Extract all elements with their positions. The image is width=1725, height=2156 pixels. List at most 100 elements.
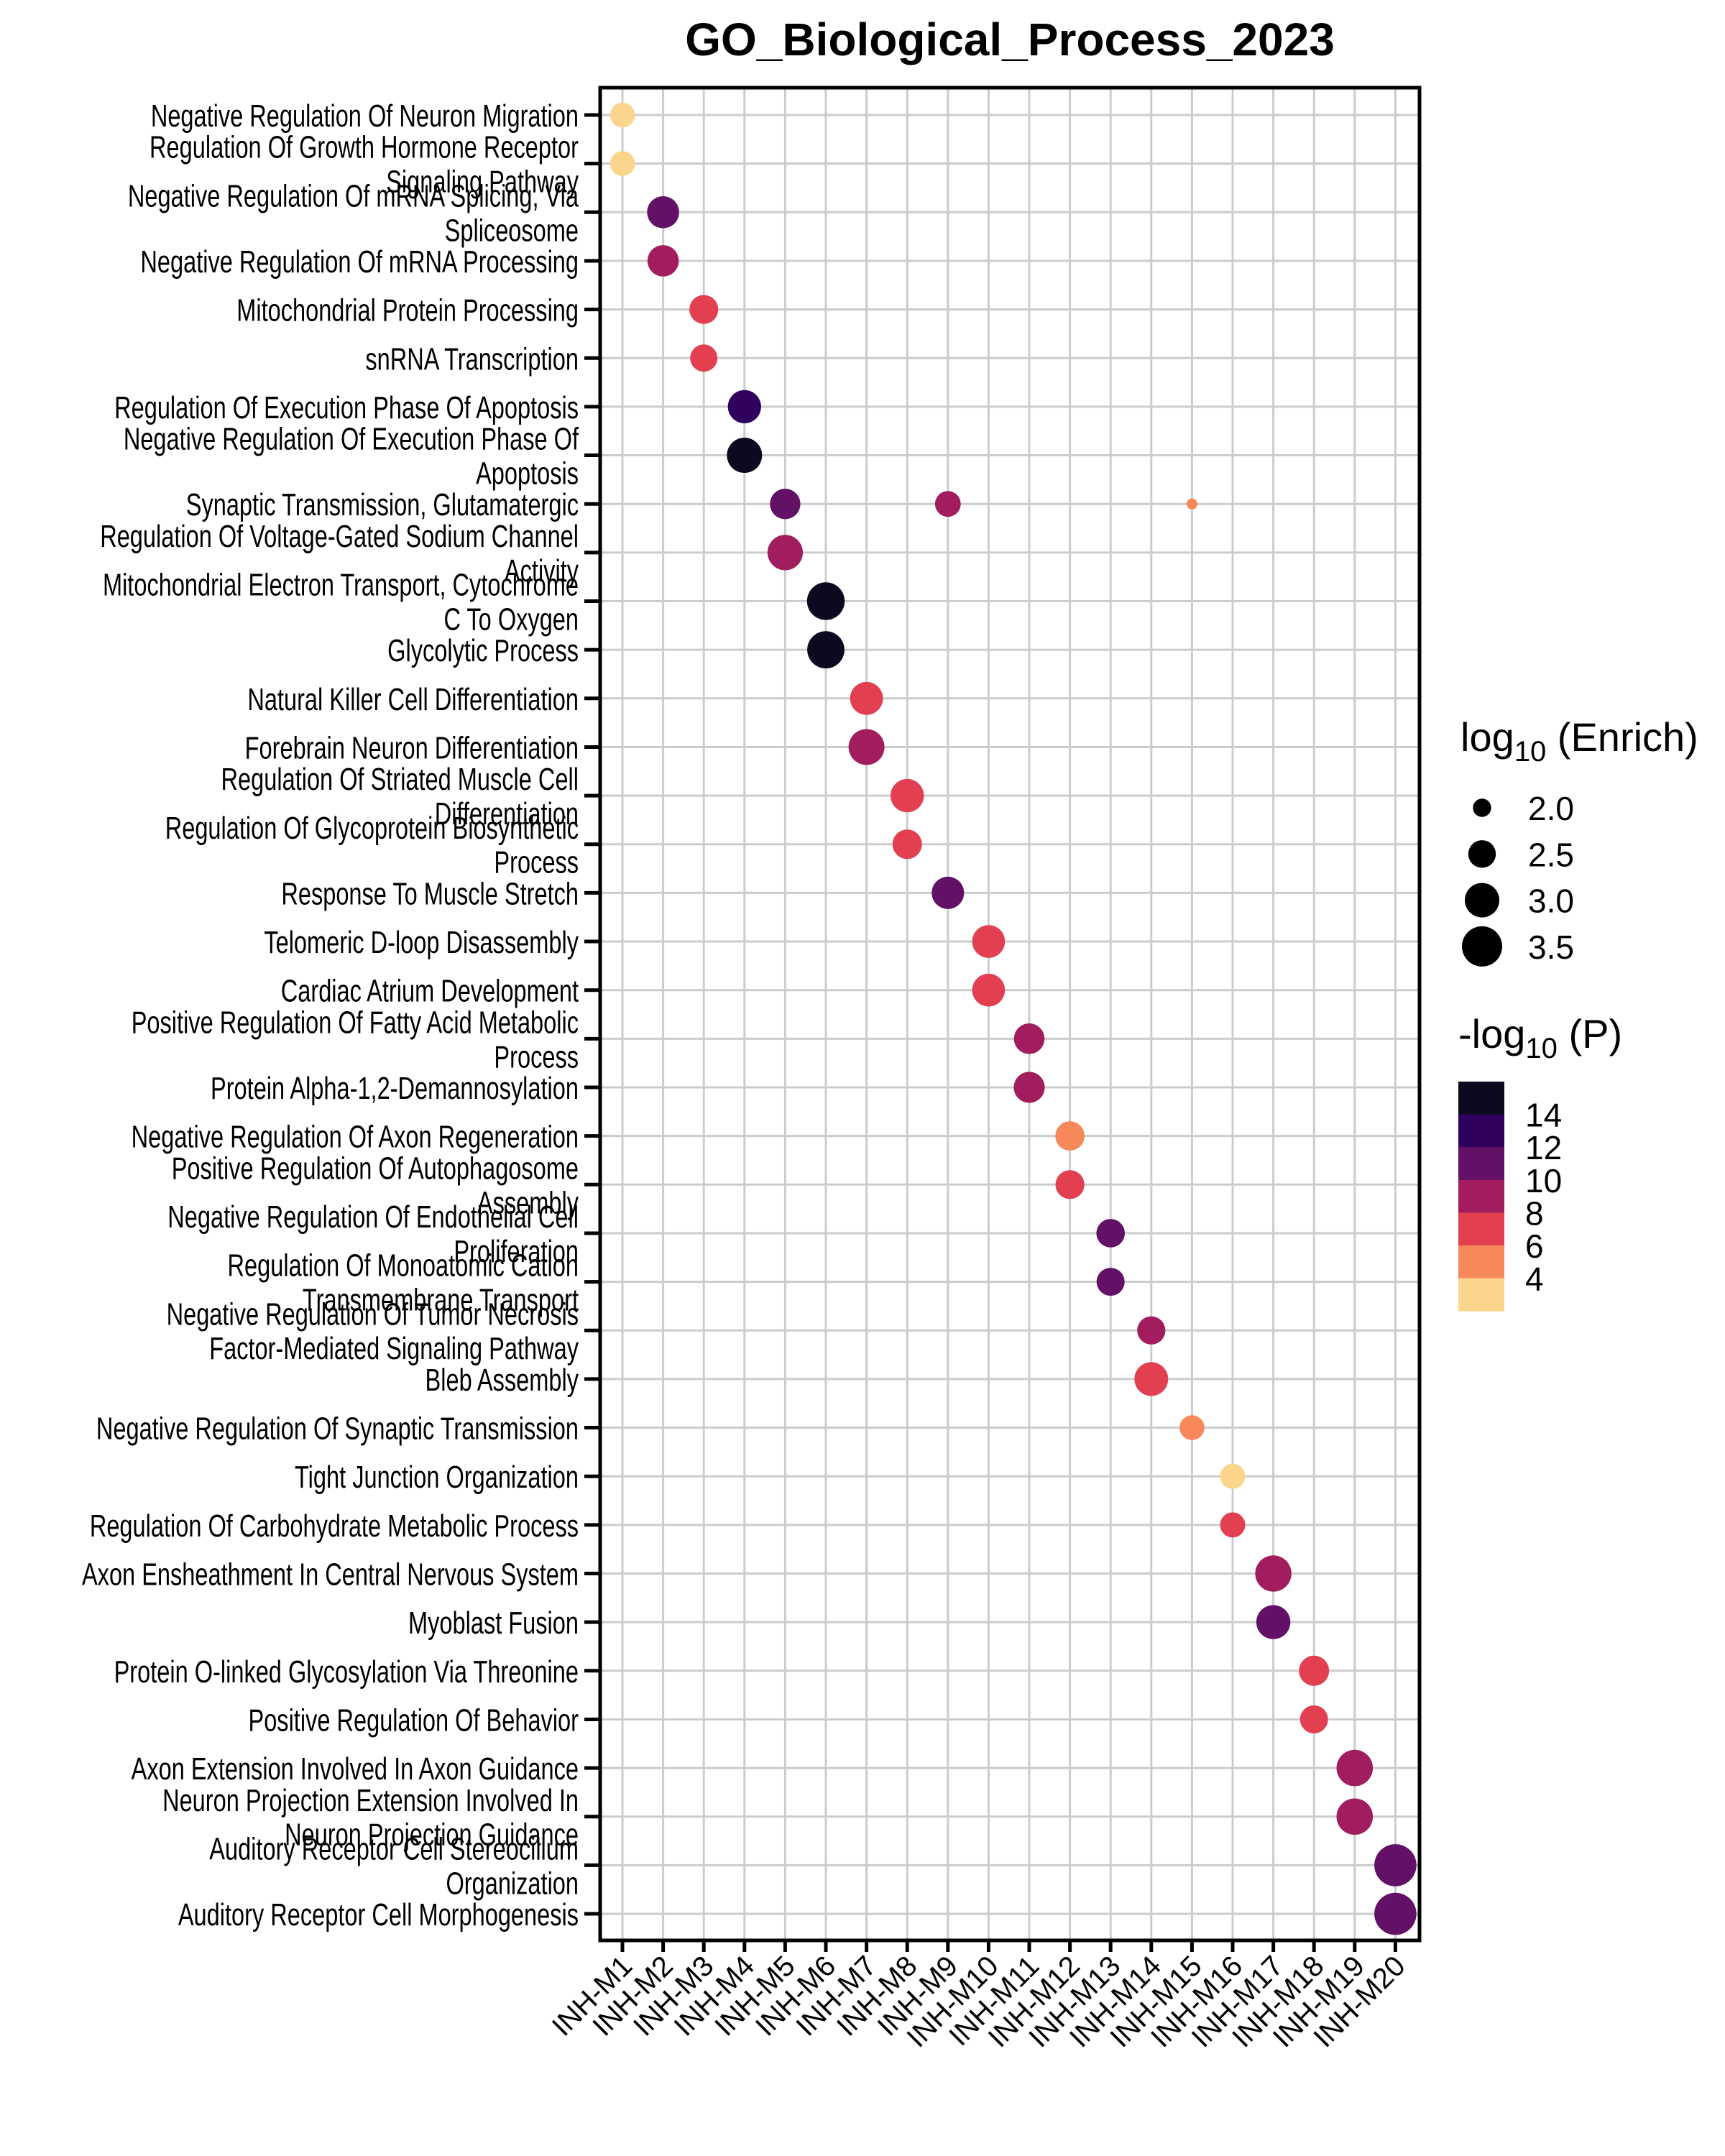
- y-tick-label-text: Neuron Projection Guidance: [285, 1818, 579, 1853]
- data-point: [1299, 1655, 1330, 1686]
- size-legend-key: [1465, 883, 1499, 918]
- y-tick-label: Regulation Of Carbohydrate Metabolic Pro…: [90, 1508, 579, 1544]
- y-tick-label-text: Negative Regulation Of mRNA Processing: [140, 244, 579, 280]
- data-point: [690, 344, 718, 372]
- colorbar-segment: [1458, 1278, 1504, 1312]
- y-tick-label-text: Positive Regulation Of Fatty Acid Metabo…: [132, 1005, 579, 1041]
- y-tick-label-text: Process: [494, 845, 579, 880]
- data-point: [610, 151, 635, 176]
- y-tick-label-text: Forebrain Neuron Differentiation: [245, 731, 579, 766]
- y-tick-label-text: Response To Muscle Stretch: [281, 877, 579, 912]
- y-tick-label-text: Process: [494, 1040, 579, 1075]
- data-point: [1255, 1555, 1292, 1592]
- y-tick-label-text: Negative Regulation Of Execution Phase O…: [124, 422, 579, 457]
- y-tick-label: Negative Regulation Of Neuron Migration: [151, 98, 579, 134]
- data-point: [1186, 498, 1197, 510]
- data-point: [1256, 1605, 1291, 1639]
- y-tick-label-text: Negative Regulation Of Endothelial Cell: [167, 1199, 579, 1235]
- y-tick-label-text: Negative Regulation Of Axon Regeneration: [132, 1120, 579, 1155]
- y-tick-label: Neuron Projection Extension Involved InN…: [162, 1783, 579, 1853]
- data-point: [1055, 1121, 1085, 1151]
- y-tick-label: Cardiac Atrium Development: [281, 974, 579, 1009]
- data-point: [972, 973, 1006, 1007]
- y-tick-label: Auditory Receptor Cell StereociliumOrgan…: [209, 1832, 579, 1902]
- y-tick-label: Regulation Of Glycoprotein BiosyntheticP…: [165, 811, 579, 880]
- y-tick-label-text: Telomeric D-loop Disassembly: [264, 925, 579, 960]
- data-point: [727, 438, 763, 474]
- y-tick-label-text: Positive Regulation Of Autophagosome: [172, 1151, 579, 1187]
- y-tick-label-text: Protein Alpha-1,2-Demannosylation: [211, 1071, 579, 1106]
- y-tick-label: Protein Alpha-1,2-Demannosylation: [211, 1071, 579, 1106]
- data-point: [647, 196, 679, 229]
- y-tick-label: Regulation Of Voltage-Gated Sodium Chann…: [100, 519, 579, 589]
- data-point: [770, 489, 801, 520]
- y-tick-label-text: Bleb Assembly: [426, 1363, 579, 1398]
- data-points: [610, 102, 1417, 1935]
- y-axis: Negative Regulation Of Neuron MigrationR…: [82, 98, 600, 1932]
- data-point: [1134, 1362, 1169, 1396]
- data-point: [1137, 1316, 1166, 1345]
- y-tick-label-text: Transmembrane Transport: [303, 1283, 579, 1318]
- y-tick-label: Negative Regulation Of Synaptic Transmis…: [96, 1411, 579, 1447]
- y-tick-label: Negative Regulation Of Axon Regeneration: [132, 1120, 579, 1155]
- y-tick-label-text: Signaling Pathway: [386, 165, 579, 200]
- y-tick-label: Negative Regulation Of mRNA Processing: [140, 244, 579, 280]
- data-point: [1220, 1512, 1246, 1538]
- y-tick-label-text: Regulation Of Execution Phase Of Apoptos…: [114, 390, 579, 425]
- data-point: [891, 778, 924, 813]
- y-tick-label-text: Positive Regulation Of Behavior: [249, 1703, 579, 1738]
- y-tick-label-text: Regulation Of Striated Muscle Cell: [221, 762, 579, 797]
- plot-panel-border: [598, 86, 1422, 1943]
- data-point: [1220, 1463, 1246, 1489]
- y-tick-label: Positive Regulation Of Fatty Acid Metabo…: [132, 1005, 579, 1075]
- colorbar-label: 14: [1525, 1097, 1562, 1134]
- y-tick-label-text: Neuron Projection Extension Involved In: [162, 1783, 579, 1818]
- y-tick-label-text: Mitochondrial Protein Processing: [236, 293, 579, 328]
- y-tick-label: Negative Regulation Of Execution Phase O…: [124, 422, 579, 492]
- data-point: [1096, 1268, 1125, 1296]
- y-tick-label: Myoblast Fusion: [408, 1606, 579, 1641]
- y-tick-label-text: Spliceosome: [445, 213, 579, 249]
- size-legend-label: 3.0: [1528, 883, 1574, 920]
- size-legend-key: [1473, 798, 1491, 817]
- colorbar-label: 8: [1525, 1194, 1544, 1232]
- data-point: [892, 829, 922, 860]
- y-tick-label-text: Axon Extension Involved In Axon Guidance: [132, 1751, 579, 1787]
- y-tick-label-text: Differentiation: [435, 796, 579, 831]
- data-point: [934, 491, 961, 517]
- y-tick-label: Forebrain Neuron Differentiation: [245, 731, 579, 766]
- data-point: [1013, 1072, 1045, 1103]
- data-point: [972, 925, 1006, 958]
- y-tick-label-text: Proliferation: [454, 1234, 579, 1269]
- y-tick-label: Positive Regulation Of Behavior: [249, 1703, 579, 1738]
- y-tick-label-text: Glycolytic Process: [387, 633, 579, 668]
- y-tick-label-text: C To Oxygen: [443, 602, 579, 637]
- y-tick-label-text: Mitochondrial Electron Transport, Cytoch…: [103, 568, 579, 603]
- y-tick-label-text: Myoblast Fusion: [408, 1606, 579, 1641]
- data-point: [806, 582, 845, 620]
- y-tick-label-text: Regulation Of Growth Hormone Receptor: [150, 130, 579, 165]
- size-legend-title: log10 (Enrich): [1460, 714, 1698, 768]
- data-point: [767, 535, 803, 571]
- y-tick-label-text: Auditory Receptor Cell Morphogenesis: [178, 1897, 579, 1932]
- y-tick-label: Synaptic Transmission, Glutamatergic: [186, 488, 579, 523]
- y-tick-label: Telomeric D-loop Disassembly: [264, 925, 579, 960]
- y-tick-label: snRNA Transcription: [365, 342, 579, 377]
- colorbar-segment: [1458, 1179, 1504, 1213]
- data-point: [727, 390, 761, 424]
- y-tick-label: Response To Muscle Stretch: [281, 877, 579, 912]
- y-tick-label-text: Apoptosis: [476, 456, 579, 492]
- data-point: [1013, 1023, 1045, 1054]
- y-tick-label-text: Negative Regulation Of Synaptic Transmis…: [96, 1411, 579, 1447]
- y-tick-label: Glycolytic Process: [387, 633, 579, 668]
- data-point: [1096, 1219, 1125, 1248]
- y-tick-label-text: Axon Ensheathment In Central Nervous Sys…: [82, 1557, 579, 1593]
- y-tick-label-text: Activity: [505, 553, 579, 589]
- colorbar-label: 10: [1525, 1162, 1562, 1199]
- y-tick-label: Axon Ensheathment In Central Nervous Sys…: [82, 1557, 579, 1593]
- data-point: [1336, 1798, 1374, 1835]
- size-legend: log10 (Enrich) 2.0 2.5 3.0 3.5: [1460, 714, 1698, 967]
